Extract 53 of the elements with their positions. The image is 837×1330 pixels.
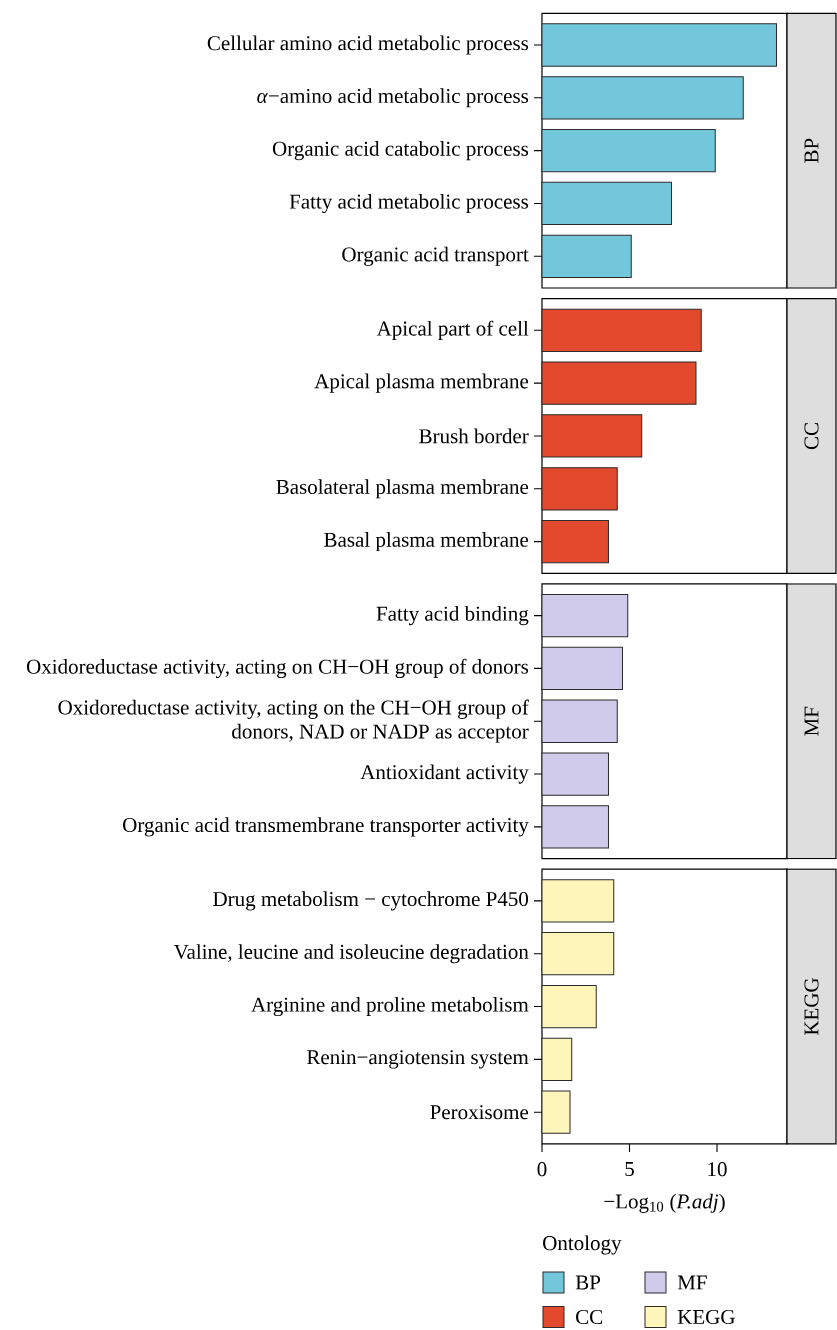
y-tick-label: Basal plasma membrane	[324, 532, 529, 552]
y-tick-label: Oxidoreductase activity, acting on CH−OH group of donors	[26, 658, 529, 679]
y-tick-label: Renin−angiotensin system	[307, 1050, 529, 1069]
y-tick-label: Organic acid transmembrane transporter activity	[123, 817, 529, 837]
legend-label: KEGG	[677, 1309, 735, 1325]
bar	[541, 308, 702, 352]
bar	[541, 1090, 571, 1134]
x-axis-title: −Log$_{10}$ (P.adj)	[604, 1193, 725, 1213]
y-tick-label: Organic acid catabolic process	[272, 141, 529, 161]
legend-label: CC	[576, 1309, 603, 1325]
y-tick-label: α−amino acid metabolic process	[257, 88, 529, 108]
y-tick-label: Brush border	[419, 428, 529, 444]
y-tick-label: Antioxidant activity	[360, 764, 529, 784]
bar	[541, 181, 672, 226]
bar	[541, 129, 716, 173]
bar	[541, 76, 744, 120]
text: BP	[804, 138, 819, 163]
bar	[541, 752, 609, 796]
legend-label: BP	[575, 1275, 601, 1290]
y-tick-label: Valine, leucine and isoleucine degradation	[173, 944, 529, 964]
y-tick-label: Peroxisome	[430, 1105, 529, 1120]
y-tick-label: Cellular amino acid metabolic process	[207, 35, 529, 55]
bar	[541, 932, 615, 976]
bar	[541, 361, 697, 405]
y-tick-label: Oxidoreductase activity, acting on the CH−OH group of donors, NAD or NADP as acceptor	[58, 699, 529, 743]
y-tick-label: Apical plasma membrane	[314, 373, 529, 393]
y-tick-label: Arginine and proline metabolism	[251, 997, 529, 1017]
y-tick-label: Apical part of cell	[376, 320, 529, 340]
y-tick-label: Basolateral plasma membrane	[276, 479, 529, 499]
text: CC	[804, 423, 819, 450]
bar	[541, 646, 623, 691]
y-tick-label: Fatty acid metabolic process	[289, 193, 529, 214]
y-tick-label: Drug metabolism − cytochrome P450	[213, 891, 529, 911]
bar	[541, 234, 632, 278]
y-tick-label: Fatty acid binding	[376, 606, 529, 626]
bar	[541, 23, 777, 67]
text: KEGG	[804, 978, 819, 1036]
x-tick-label: 10	[708, 1162, 727, 1177]
x-tick-label: 0	[537, 1162, 547, 1177]
bar	[541, 699, 618, 743]
bar	[541, 805, 609, 849]
legend-title: Ontology	[543, 1235, 622, 1255]
bar	[541, 879, 615, 923]
bar	[541, 593, 629, 638]
text: MF	[804, 706, 819, 736]
bar	[541, 467, 618, 511]
legend-label: MF	[677, 1275, 707, 1290]
x-tick-label: 5	[625, 1162, 634, 1177]
bar	[541, 519, 609, 564]
bar	[541, 984, 597, 1029]
y-tick-label: Organic acid transport	[342, 246, 529, 266]
bar	[541, 1037, 573, 1081]
bar	[541, 414, 643, 458]
